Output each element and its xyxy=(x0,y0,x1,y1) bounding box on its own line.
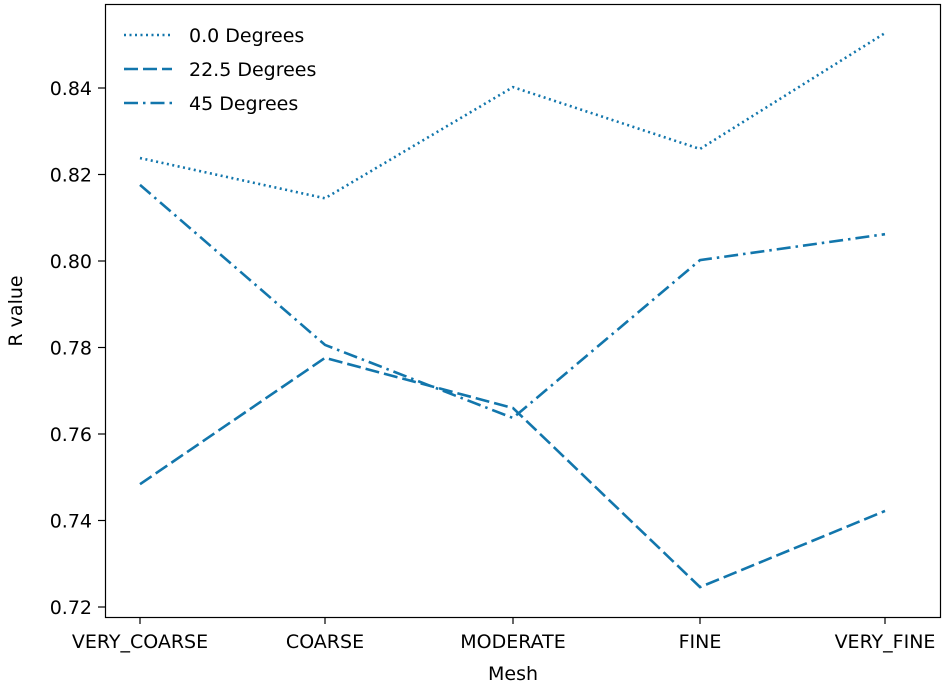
y-tick-label: 0.80 xyxy=(50,251,92,273)
legend-label: 22.5 Degrees xyxy=(189,59,316,81)
y-tick-label: 0.78 xyxy=(50,338,92,360)
series-line-0 xyxy=(139,31,886,200)
y-tick-label: 0.82 xyxy=(50,165,92,187)
x-axis-label: Mesh xyxy=(488,663,538,685)
y-tick-label: 0.84 xyxy=(50,78,92,100)
series-line-2 xyxy=(139,183,886,420)
y-tick-label: 0.76 xyxy=(50,424,92,446)
series-line-1 xyxy=(139,356,886,589)
y-axis-label: R value xyxy=(5,275,27,346)
x-tick-label: COARSE xyxy=(286,631,364,653)
x-tick-label: FINE xyxy=(679,631,722,653)
y-tick-label: 0.72 xyxy=(50,597,92,619)
x-tick-label: VERY_FINE xyxy=(835,631,936,653)
legend-label: 0.0 Degrees xyxy=(189,25,304,47)
x-tick-label: VERY_COARSE xyxy=(72,631,208,653)
legend-label: 45 Degrees xyxy=(189,93,298,115)
x-tick-label: MODERATE xyxy=(460,631,566,653)
plot-frame xyxy=(104,3,942,619)
y-tick-label: 0.74 xyxy=(50,511,92,533)
